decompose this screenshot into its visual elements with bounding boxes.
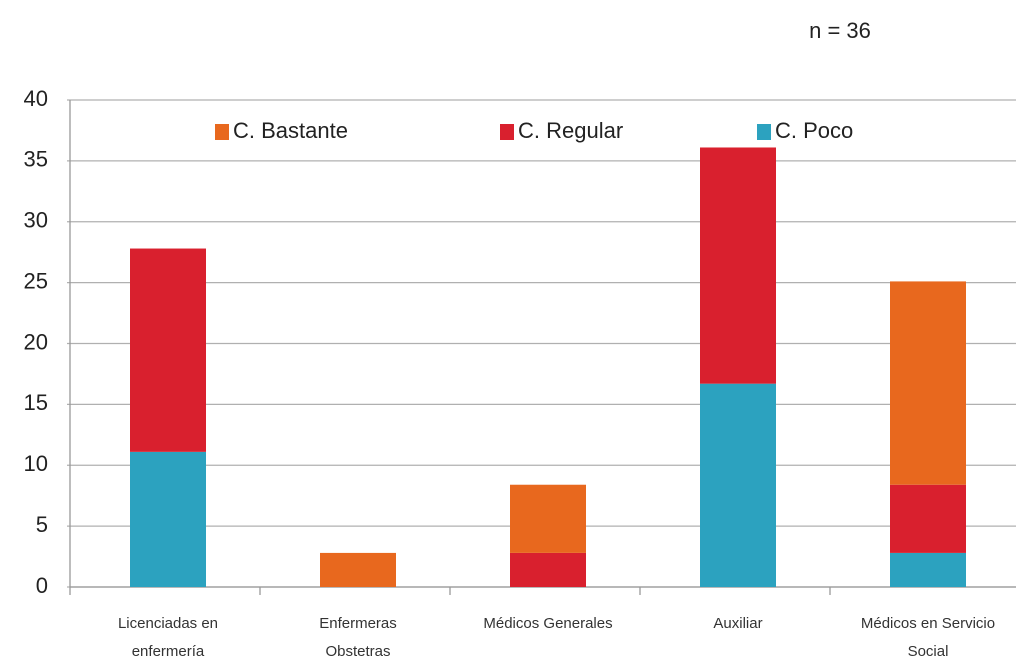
bar-segment bbox=[130, 248, 206, 452]
bar-segment bbox=[510, 484, 586, 553]
y-tick-label: 5 bbox=[36, 512, 48, 537]
legend-label: C. Bastante bbox=[233, 118, 348, 143]
bar-segment bbox=[890, 552, 966, 587]
y-tick-label: 25 bbox=[24, 268, 48, 293]
legend-swatch bbox=[500, 124, 514, 140]
y-tick-label: 20 bbox=[24, 329, 48, 354]
bar-segment bbox=[130, 451, 206, 587]
y-tick-label: 15 bbox=[24, 390, 48, 415]
legend-label: C. Regular bbox=[518, 118, 623, 143]
y-tick-label: 30 bbox=[24, 208, 48, 233]
bar-segment bbox=[320, 552, 396, 587]
x-tick-label: Enfermeras Obstetras bbox=[319, 615, 397, 660]
legend-swatch bbox=[757, 124, 771, 140]
legend-label: C. Poco bbox=[775, 118, 853, 143]
legend-swatch bbox=[215, 124, 229, 140]
x-tick-label: Médicos en Servicio Social bbox=[860, 615, 996, 660]
y-tick-label: 10 bbox=[24, 451, 48, 476]
y-tick-label: 35 bbox=[24, 147, 48, 172]
y-tick-label: 40 bbox=[24, 86, 48, 111]
annotation: n = 36 bbox=[809, 18, 871, 43]
bar-segment bbox=[700, 383, 776, 587]
y-tick-label: 0 bbox=[36, 573, 48, 598]
bar-segment bbox=[510, 552, 586, 587]
x-tick-label: Auxiliar bbox=[713, 615, 763, 632]
x-tick-label: Licenciadas en enfermería bbox=[117, 615, 219, 660]
bar-segment bbox=[890, 484, 966, 553]
bar-segment bbox=[700, 147, 776, 384]
x-tick-label: Médicos Generales bbox=[483, 615, 613, 632]
bar-segment bbox=[890, 281, 966, 485]
